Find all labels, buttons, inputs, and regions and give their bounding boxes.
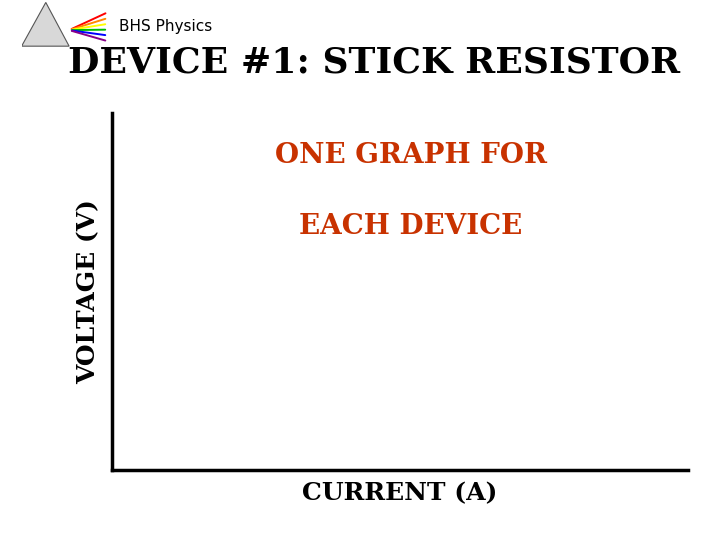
X-axis label: CURRENT (A): CURRENT (A) bbox=[302, 481, 498, 505]
Text: EACH DEVICE: EACH DEVICE bbox=[300, 213, 523, 240]
Text: DEVICE #1: STICK RESISTOR: DEVICE #1: STICK RESISTOR bbox=[68, 46, 680, 80]
Text: ONE GRAPH FOR: ONE GRAPH FOR bbox=[275, 142, 547, 169]
Y-axis label: VOLTAGE (V): VOLTAGE (V) bbox=[76, 199, 101, 384]
Polygon shape bbox=[22, 2, 69, 46]
Text: BHS Physics: BHS Physics bbox=[119, 19, 212, 34]
